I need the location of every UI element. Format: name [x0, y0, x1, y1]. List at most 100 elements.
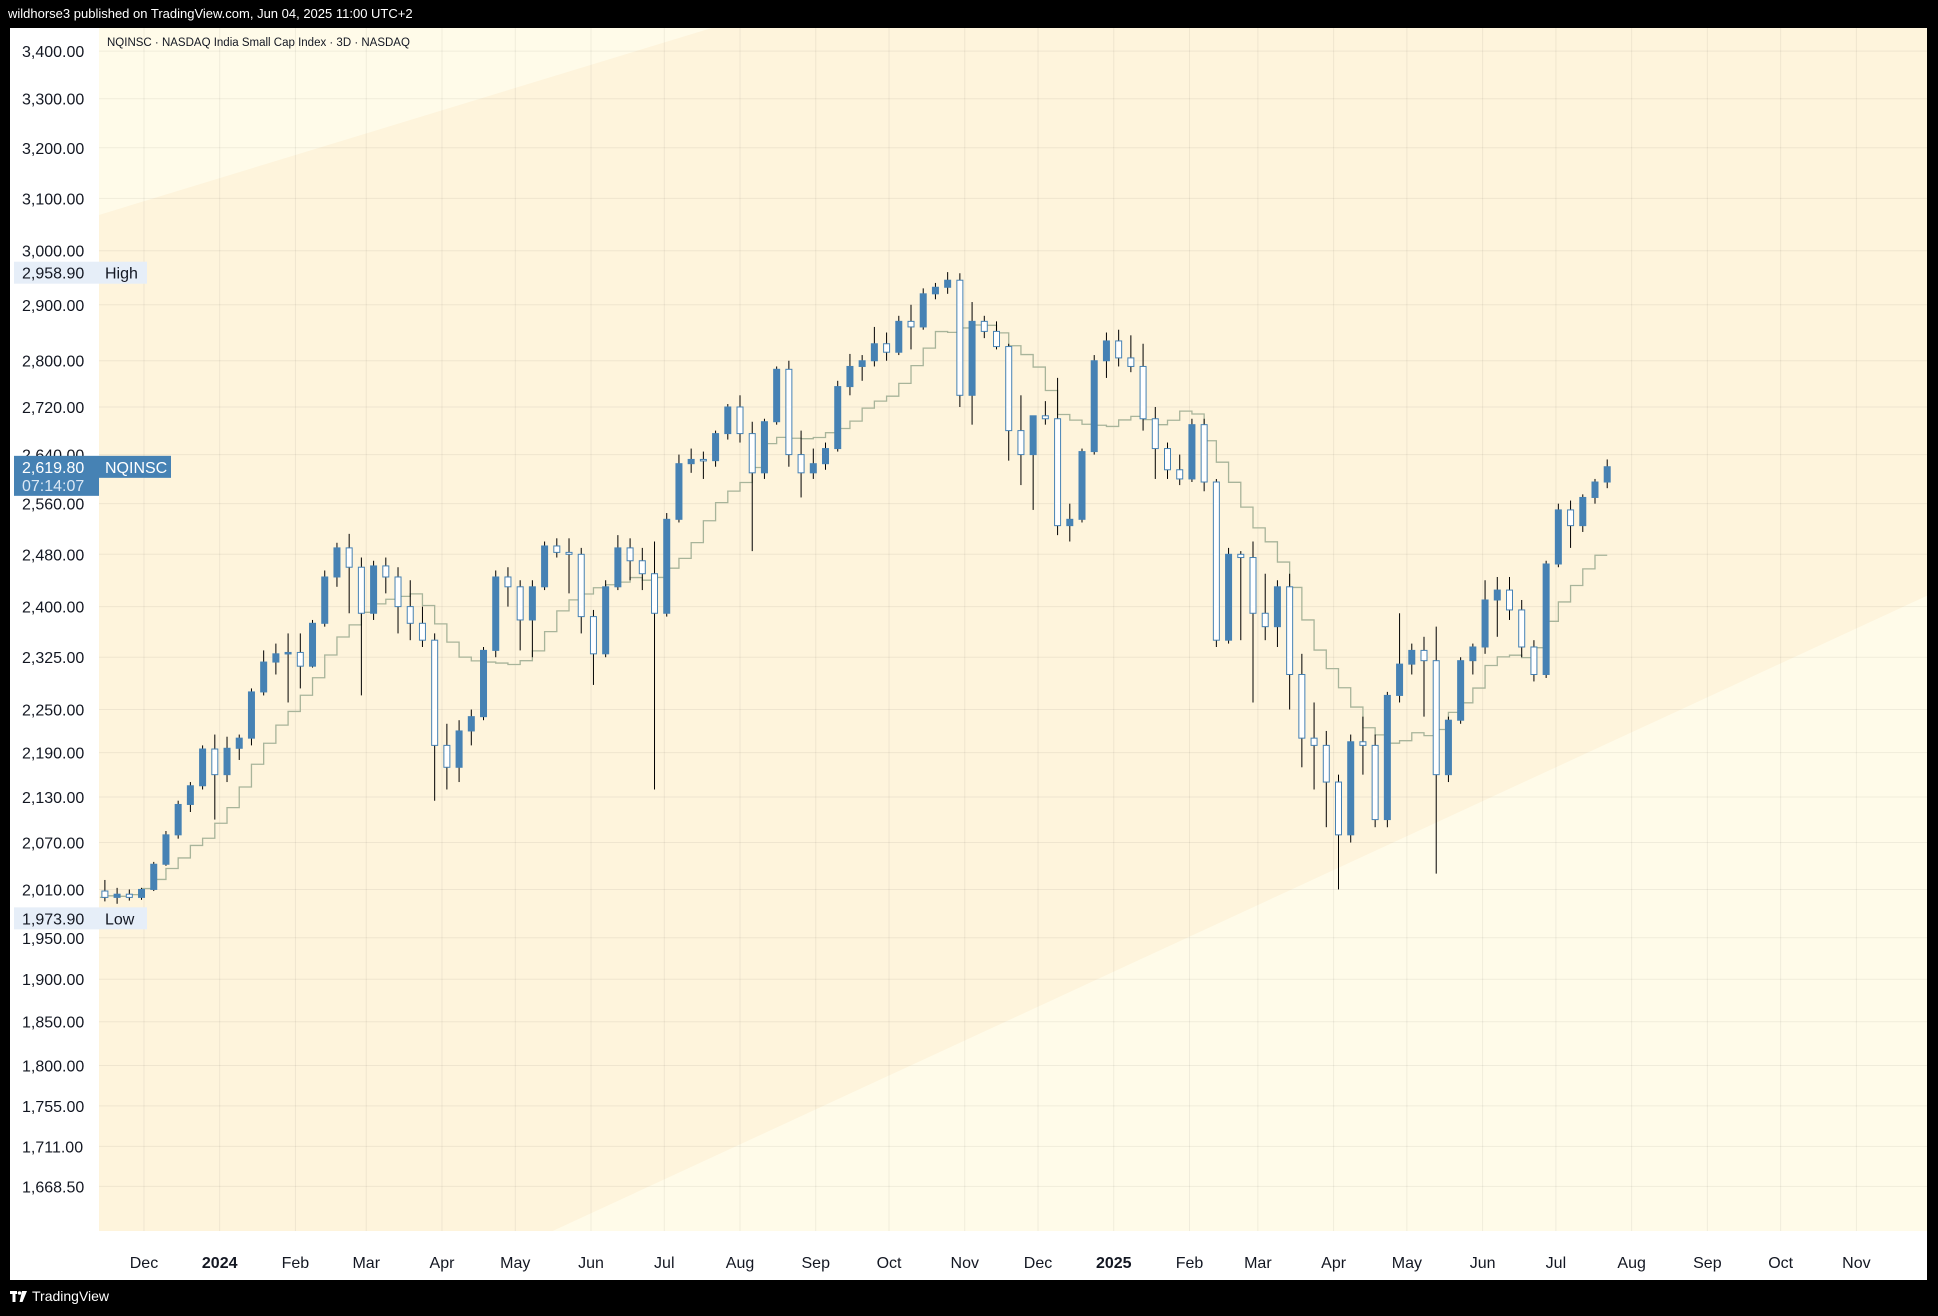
high-label: 2,958.90 High	[14, 261, 147, 284]
candle-body	[1249, 557, 1257, 614]
candle	[260, 650, 268, 696]
candle-body	[1005, 346, 1013, 432]
candle	[968, 302, 976, 425]
candle-body	[1347, 741, 1355, 836]
candle	[589, 609, 597, 685]
candle	[724, 404, 732, 440]
candle	[1420, 636, 1428, 717]
candle	[113, 887, 121, 904]
y-tick-label: 2,800.00	[22, 354, 84, 371]
candle	[980, 315, 988, 339]
candle	[553, 538, 561, 558]
candle-body	[162, 834, 170, 865]
candle-body	[614, 547, 622, 588]
candle	[1090, 355, 1098, 455]
candle	[1115, 329, 1123, 367]
candle	[1029, 415, 1037, 510]
candle	[1127, 335, 1135, 373]
candle-body	[504, 576, 512, 588]
candle-body	[1188, 424, 1196, 480]
candle	[809, 448, 817, 479]
candle	[773, 366, 781, 425]
candle-body	[1359, 741, 1367, 746]
candle	[1493, 576, 1501, 637]
candle-body	[822, 448, 830, 465]
candle-body	[1298, 673, 1306, 739]
candle-body	[1310, 737, 1318, 746]
y-tick-label: 1,950.00	[22, 931, 84, 948]
candle-body	[1567, 509, 1575, 527]
candle	[1567, 500, 1575, 548]
candle	[663, 513, 671, 617]
symbol-tag: NQINSC	[105, 460, 167, 477]
published-text: wildhorse3 published on TradingView.com,…	[8, 6, 413, 21]
candle-body	[186, 785, 194, 805]
high-label-value: 2,958.90	[22, 266, 84, 283]
candle-body	[931, 286, 939, 295]
x-tick-label: Nov	[951, 1255, 979, 1272]
candle-body	[211, 748, 219, 776]
candle-body	[247, 691, 255, 739]
candle-body	[638, 560, 646, 575]
candle	[907, 304, 915, 350]
candle-body	[1029, 415, 1037, 456]
candle-body	[382, 565, 390, 578]
candle-body	[993, 330, 1001, 348]
candle-body	[712, 433, 720, 462]
candle-body	[394, 576, 402, 608]
candle	[602, 580, 610, 658]
candle-body	[1078, 451, 1086, 520]
candle	[577, 547, 585, 634]
candle-body	[296, 651, 304, 667]
candle-body	[883, 343, 891, 353]
candle	[1469, 643, 1477, 675]
candle-body	[1554, 509, 1562, 565]
candle	[1310, 702, 1318, 790]
y-tick-label: 2,480.00	[22, 547, 84, 564]
candle-body	[1396, 663, 1404, 696]
candle-body	[626, 547, 634, 562]
candle-body	[773, 368, 781, 423]
candle-body	[1225, 553, 1233, 641]
y-tick-label: 2,010.00	[22, 882, 84, 899]
x-tick-label: Dec	[130, 1255, 158, 1272]
x-tick-label: May	[500, 1255, 530, 1272]
candle	[541, 541, 549, 591]
candle	[1102, 332, 1110, 378]
price-chart[interactable]: 3,400.00 3,300.00 3,200.00 3,100.00 3,000.00…	[10, 28, 1927, 1280]
candle-body	[1261, 612, 1269, 628]
candle	[1408, 643, 1416, 675]
candle-body	[174, 803, 182, 836]
candle-body	[125, 893, 133, 898]
candle-body	[846, 365, 854, 388]
x-tick-label: Nov	[1842, 1255, 1870, 1272]
candle	[1261, 573, 1269, 641]
tradingview-logo[interactable]: TradingView	[10, 1288, 109, 1304]
candle	[1518, 599, 1526, 658]
candle	[687, 448, 695, 473]
candle-body	[223, 747, 231, 776]
candle	[1603, 459, 1611, 489]
candle	[186, 782, 194, 813]
candle-body	[834, 386, 842, 450]
chart-frame[interactable]: 3,400.00 3,300.00 3,200.00 3,100.00 3,000.00…	[10, 28, 1927, 1280]
candle	[1432, 626, 1440, 874]
candle-body	[431, 639, 439, 746]
candle-body	[492, 576, 500, 651]
x-tick-label: Aug	[1617, 1255, 1645, 1272]
candle-body	[785, 368, 793, 456]
low-label-text: Low	[105, 911, 135, 928]
candle	[1054, 377, 1062, 536]
candle-body	[663, 518, 671, 614]
x-tick-label: Jul	[654, 1255, 674, 1272]
candle-body	[1212, 481, 1220, 641]
candle-body	[968, 320, 976, 396]
candle-body	[748, 433, 756, 474]
candle	[699, 451, 707, 479]
candle	[944, 272, 952, 294]
candle-body	[1139, 365, 1147, 420]
candle	[235, 734, 243, 760]
candle	[1530, 640, 1538, 682]
candle-body	[651, 573, 659, 614]
candle	[1505, 576, 1513, 620]
